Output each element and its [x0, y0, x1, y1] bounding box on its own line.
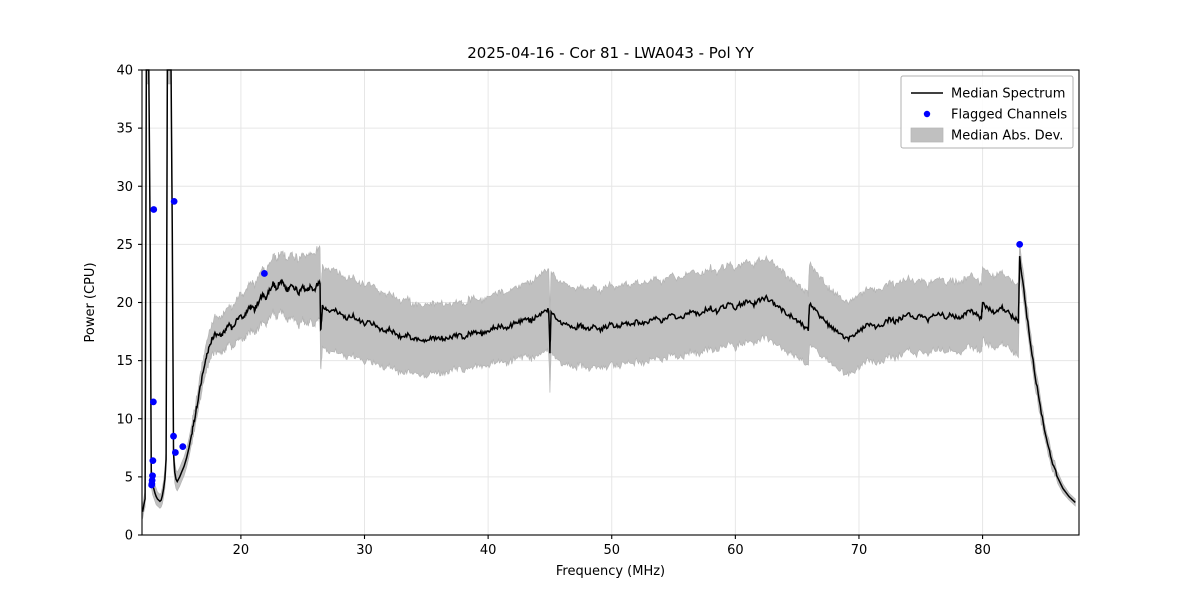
- x-tick-label: 30: [356, 543, 373, 558]
- y-tick-label: 20: [116, 296, 133, 311]
- x-tick-label: 20: [233, 543, 250, 558]
- flagged-channel-point: [149, 398, 157, 406]
- x-tick-label: 70: [851, 543, 868, 558]
- x-tick-label: 60: [727, 543, 744, 558]
- y-tick-label: 35: [116, 122, 133, 137]
- median-abs-dev-band: [142, 69, 1076, 519]
- x-tick-label: 50: [603, 543, 620, 558]
- x-axis-label: Frequency (MHz): [556, 564, 665, 579]
- flagged-channel-point: [150, 206, 158, 213]
- legend-entry-label: Median Abs. Dev.: [951, 129, 1063, 144]
- median-spectrum-line: [141, 69, 1076, 512]
- legend-entry-label: Median Spectrum: [951, 87, 1065, 102]
- flagged-channel-point: [149, 457, 157, 464]
- x-tick-label: 80: [974, 543, 991, 558]
- y-tick-label: 10: [116, 412, 133, 427]
- y-tick-label: 0: [125, 529, 133, 544]
- tick-group: 0 5 10 15 20 25 30 35 40 20 30 40 50 60 70 80: [116, 64, 990, 559]
- y-tick-label: 40: [116, 64, 133, 79]
- x-tick-label: 40: [480, 543, 497, 558]
- flagged-channel-point: [170, 197, 178, 205]
- legend-entry-label: Flagged Channels: [951, 108, 1067, 123]
- y-tick-label: 5: [125, 470, 133, 485]
- y-tick-label: 30: [116, 180, 133, 195]
- legend-patch-swatch: [910, 127, 944, 143]
- y-tick-label: 25: [116, 238, 133, 253]
- legend-background: [900, 75, 1074, 149]
- y-axis-label: Power (CPU): [83, 262, 98, 342]
- flagged-channel-point: [1016, 240, 1024, 248]
- flagged-channel-point: [148, 481, 156, 489]
- page-title: 2025-04-16 - Cor 81 - LWA043 - Pol YY: [467, 44, 754, 62]
- flagged-channel-point: [171, 449, 179, 456]
- legend-dot-swatch: [923, 110, 931, 118]
- y-tick-label: 15: [116, 354, 133, 369]
- legend: Median Spectrum Flagged Channels Median Ab…: [900, 75, 1074, 149]
- plot-data-group: [141, 69, 1076, 519]
- flagged-channel-point: [260, 270, 268, 277]
- flagged-channels-group: [148, 197, 1024, 489]
- flagged-channel-point: [170, 432, 177, 440]
- flagged-channel-point: [179, 443, 187, 451]
